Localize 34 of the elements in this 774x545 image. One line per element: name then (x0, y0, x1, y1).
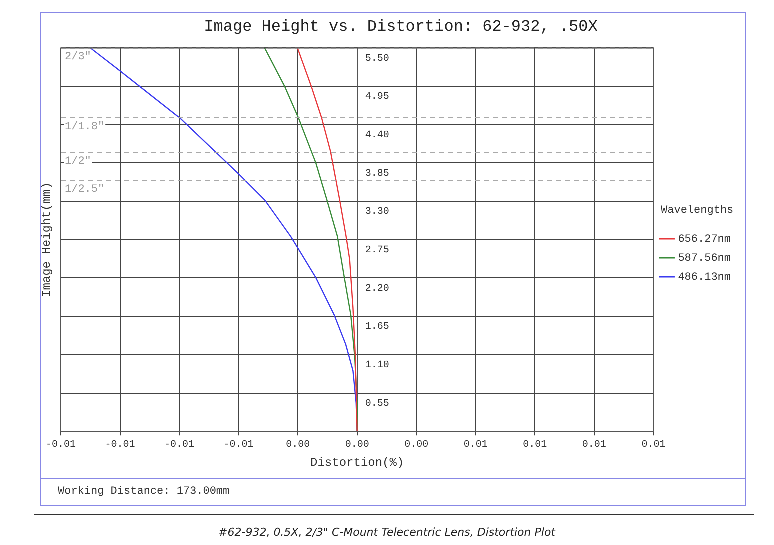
legend-label: 656.27nm (678, 234, 732, 246)
y-tick-label: 3.30 (365, 207, 390, 218)
y-tick-label: 5.50 (365, 54, 390, 65)
y-tick-label: 3.85 (365, 168, 390, 180)
annotation: 1/2" (65, 156, 92, 168)
x-tick-label: 0.01 (464, 440, 488, 452)
y-tick-label: 1.65 (365, 322, 390, 334)
x-tick-label: -0.01 (46, 440, 76, 452)
text: Working Distance: 173.00mm (41, 478, 745, 505)
y-tick-label: 2.75 (365, 246, 390, 257)
x-tick-label: 0.01 (582, 440, 606, 452)
y-axis-title: Image Height(mm) (40, 182, 54, 298)
text: #62-932, 0.5X, 2/3" C-Mount Telecentric Lens, Distortion Plot (218, 526, 557, 539)
y-tick-label: 1.10 (365, 360, 390, 372)
y-tick-label: 2.20 (365, 284, 390, 295)
x-axis-title: Distortion(%) (310, 456, 404, 470)
annotation: 1/2.5" (65, 184, 105, 196)
annotation: 2/3" (65, 52, 92, 64)
x-tick-label: 0.01 (642, 440, 666, 452)
x-tick-label: 0.01 (523, 440, 548, 452)
annotation: 1/1.8" (65, 121, 105, 134)
chart-title: Image Height vs. Distortion: 62-932, .50X (204, 18, 598, 36)
y-tick-label: 4.95 (365, 92, 390, 104)
y-tick-label: 4.40 (365, 130, 390, 142)
legend-title: Wavelengths (661, 204, 734, 217)
legend-label: 587.56nm (678, 253, 732, 266)
y-tick-label: 0.55 (365, 398, 390, 410)
x-tick-label: 0.00 (404, 440, 429, 452)
x-tick-label: -0.01 (164, 440, 195, 452)
x-tick-label: -0.01 (224, 440, 254, 452)
x-tick-label: 0.00 (286, 440, 310, 452)
x-tick-label: 0.00 (345, 440, 370, 452)
legend-label: 486.13nm (678, 272, 732, 284)
x-tick-label: -0.01 (105, 440, 136, 452)
